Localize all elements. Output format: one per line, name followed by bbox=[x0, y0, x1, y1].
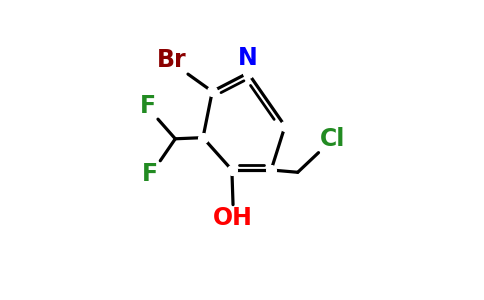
Text: F: F bbox=[140, 94, 156, 118]
Text: N: N bbox=[238, 46, 258, 70]
Text: Cl: Cl bbox=[320, 128, 346, 152]
Text: Br: Br bbox=[156, 48, 186, 72]
Text: F: F bbox=[142, 162, 158, 186]
Text: OH: OH bbox=[213, 206, 253, 230]
